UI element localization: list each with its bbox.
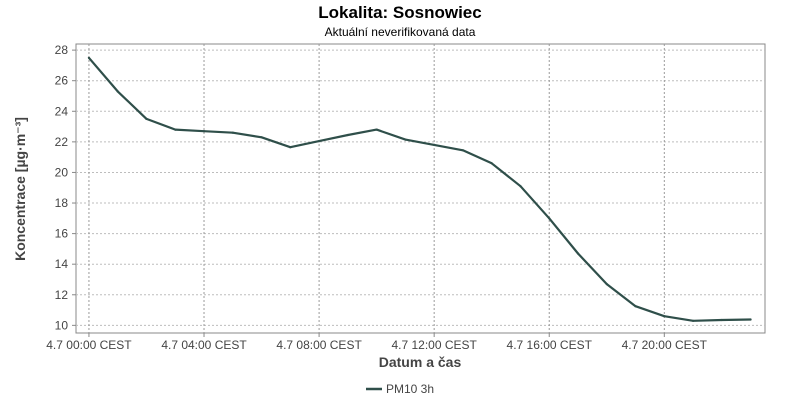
data-point bbox=[346, 133, 349, 137]
y-tick-label: 16 bbox=[55, 227, 69, 241]
data-point bbox=[87, 56, 90, 59]
data-point bbox=[433, 143, 436, 146]
y-tick-label: 28 bbox=[55, 43, 69, 57]
x-tick-label: 4.7 00:00 CEST bbox=[46, 338, 132, 352]
legend: PM10 3h bbox=[366, 382, 434, 396]
x-axis-label: Datum a čas bbox=[379, 354, 462, 370]
y-tick-label: 24 bbox=[55, 104, 69, 118]
data-point bbox=[289, 146, 292, 149]
data-point bbox=[576, 252, 580, 255]
data-point bbox=[404, 138, 407, 141]
data-point bbox=[202, 130, 206, 133]
x-tick-label: 4.7 20:00 CEST bbox=[622, 338, 708, 352]
y-tick-label: 10 bbox=[55, 318, 69, 332]
y-tick-label: 22 bbox=[55, 135, 69, 149]
series-layer bbox=[87, 56, 752, 322]
data-point bbox=[692, 319, 695, 322]
x-axis: 4.7 00:00 CEST 4.7 04:00 CEST 4.7 08:00 CE… bbox=[46, 333, 708, 352]
data-point bbox=[174, 128, 177, 131]
y-tick-label: 12 bbox=[55, 288, 69, 302]
series-line-pm10 bbox=[88, 57, 751, 322]
data-point bbox=[634, 305, 637, 308]
legend-label: PM10 3h bbox=[386, 382, 434, 396]
y-tick-label: 26 bbox=[55, 74, 69, 88]
data-point bbox=[318, 140, 321, 143]
x-tick-label: 4.7 16:00 CEST bbox=[507, 338, 593, 352]
x-tick-label: 4.7 08:00 CEST bbox=[276, 338, 362, 352]
y-tick-label: 14 bbox=[55, 257, 69, 271]
y-tick-label: 20 bbox=[55, 165, 69, 179]
data-point bbox=[519, 185, 522, 188]
data-point bbox=[375, 128, 378, 131]
data-point bbox=[461, 149, 464, 152]
y-axis-label: Koncentrace [µg·m⁻³] bbox=[12, 117, 28, 261]
data-point bbox=[145, 117, 148, 120]
data-point bbox=[663, 315, 666, 318]
data-point bbox=[548, 217, 551, 220]
chart-title: Lokalita: Sosnowiec bbox=[318, 3, 481, 22]
y-axis: 10 12 14 16 18 20 22 24 26 28 bbox=[55, 43, 76, 332]
data-point bbox=[749, 318, 752, 321]
data-point bbox=[231, 131, 234, 134]
data-point bbox=[116, 90, 119, 93]
x-tick-label: 4.7 04:00 CEST bbox=[161, 338, 247, 352]
y-tick-label: 18 bbox=[55, 196, 69, 210]
chart-subtitle: Aktuální neverifikovaná data bbox=[325, 25, 476, 39]
plot-area bbox=[75, 43, 766, 334]
data-point bbox=[490, 162, 493, 165]
data-point bbox=[720, 318, 723, 322]
data-point bbox=[605, 283, 608, 286]
x-tick-label: 4.7 12:00 CEST bbox=[391, 338, 477, 352]
data-point bbox=[260, 136, 263, 139]
